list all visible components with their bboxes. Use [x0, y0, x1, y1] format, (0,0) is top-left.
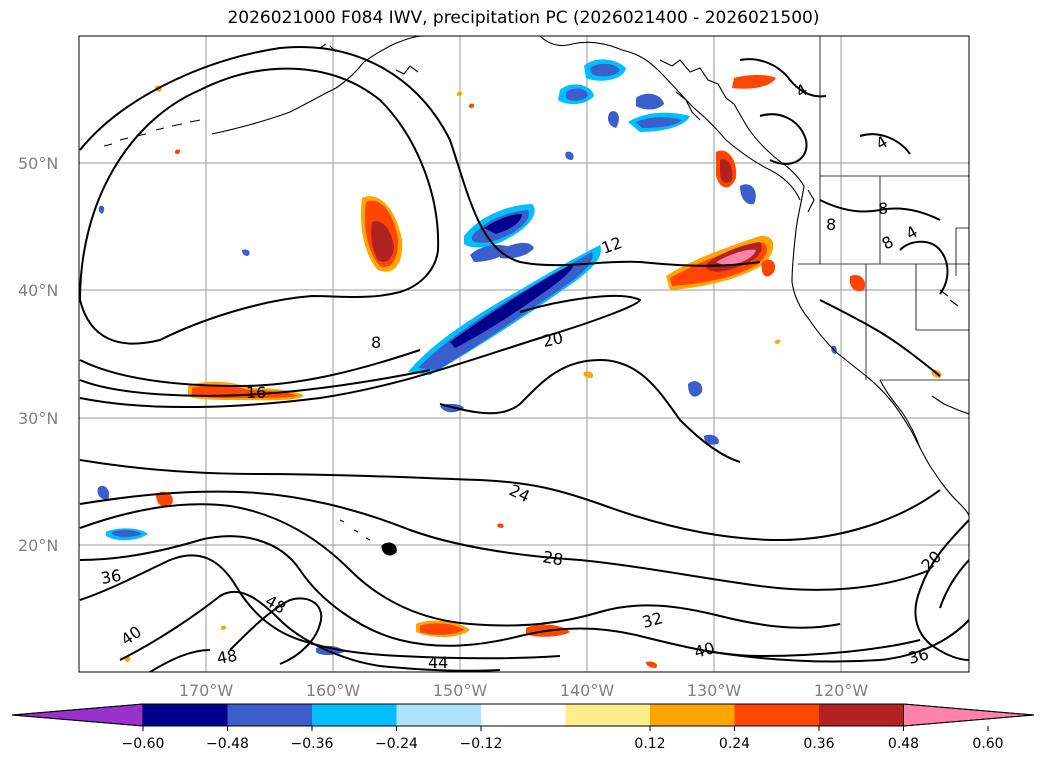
lon-label-120w: 120°W	[814, 681, 869, 700]
contour-label-36-east: 36	[906, 644, 931, 668]
positive-blob-4	[732, 75, 776, 89]
contour-label-44: 44	[428, 653, 448, 672]
contour-label-12: 12	[599, 233, 625, 258]
colorbar-tick-label: 0.24	[719, 736, 750, 752]
contour-labels: 8 12 16 20 24 28 32 36 40 44 48 48 40 36…	[99, 80, 945, 672]
contour-label-48-a: 48	[262, 591, 289, 618]
colorbar-tick-label: 0.60	[972, 736, 1003, 752]
borders	[798, 36, 969, 381]
lat-label-20n: 20°N	[18, 536, 58, 555]
positive-blob-18	[497, 523, 504, 528]
colorbar-segment	[565, 704, 651, 726]
negative-blob-7	[608, 111, 619, 128]
positive-blob-1-core	[371, 221, 394, 262]
colorbar-tick-label: 0.48	[888, 736, 919, 752]
positive-blob-15	[456, 91, 463, 96]
colorbar-extend-low	[11, 703, 144, 727]
negative-blob-13	[97, 485, 110, 500]
colorbar-segment	[650, 704, 735, 726]
negative-blob-3	[500, 242, 534, 259]
positive-blob-10	[849, 274, 866, 292]
contour-label-4-a: 4	[873, 132, 891, 154]
negative-blob-16	[242, 249, 250, 256]
positive-blob-12	[583, 371, 594, 378]
lat-label-30n: 30°N	[18, 409, 58, 428]
latitude-labels: 50°N 40°N 30°N 20°N	[18, 154, 58, 555]
colorbar-tick-label: −0.12	[460, 736, 503, 752]
colorbar-tick-label: −0.48	[206, 736, 249, 752]
lon-label-140w: 140°W	[560, 681, 615, 700]
negative-blob-14-core	[112, 529, 142, 537]
colorbar-segment	[312, 704, 397, 726]
negative-blob-5-core	[566, 88, 588, 101]
longitude-labels: 170°W 160°W 150°W 140°W 130°W 120°W	[179, 681, 869, 700]
contour-label-8: 8	[371, 333, 381, 352]
negative-blob-4-core	[590, 63, 620, 77]
contour-label-4-b: 4	[793, 80, 811, 102]
precipitation-shading	[97, 59, 942, 668]
contour-label-16: 16	[246, 383, 266, 402]
contour-label-8-ne-a: 8	[878, 199, 888, 218]
negative-blob-11	[704, 434, 719, 445]
positive-blob-16	[468, 103, 475, 108]
positive-blob-19	[774, 339, 781, 344]
colorbar-tick-label: −0.36	[291, 736, 334, 752]
plot-frame	[78, 35, 970, 673]
colorbar-extend-high	[903, 703, 1035, 727]
contour-label-8-ne-b: 8	[826, 215, 836, 234]
negative-blob-17	[98, 205, 105, 214]
negative-blob-2	[470, 244, 512, 262]
graticule	[79, 36, 969, 672]
colorbar-segment	[143, 704, 228, 726]
colorbar-tick-label: −0.24	[375, 736, 418, 752]
colorbar-segment	[396, 704, 482, 726]
contour-label-36-west: 36	[99, 566, 122, 588]
lat-label-40n: 40°N	[18, 281, 58, 300]
positive-blob-3-core	[720, 159, 733, 183]
contour-label-28: 28	[541, 547, 564, 569]
colorbar-tick-label: 0.36	[803, 736, 834, 752]
lon-label-150w: 150°W	[433, 681, 488, 700]
positive-blob-17	[174, 149, 181, 154]
contour-label-40-east: 40	[692, 638, 717, 662]
iwv-contours	[79, 46, 969, 672]
colorbar: −0.60 −0.48 −0.36 −0.24 −0.12 0.12 0.24 0.36 0.4…	[11, 703, 1035, 752]
negative-blob-6	[636, 93, 664, 110]
negative-blob-18	[565, 151, 574, 160]
contour-label-8-ne-c: 8	[879, 232, 897, 254]
colorbar-segment	[734, 704, 820, 726]
contour-label-4-c: 4	[903, 222, 921, 244]
positive-blob-8-core	[420, 623, 464, 635]
contour-label-48-b: 48	[215, 646, 238, 668]
colorbar-segment	[819, 704, 904, 726]
negative-blob-9	[740, 184, 756, 205]
colorbar-tick-label: 0.12	[634, 736, 665, 752]
positive-blob-5	[761, 259, 776, 277]
map-plot-area: 8 12 16 20 24 28 32 36 40 44 48 48 40 36…	[79, 36, 969, 672]
lon-label-160w: 160°W	[306, 681, 361, 700]
colorbar-segment	[481, 704, 566, 726]
positive-blob-13	[646, 661, 658, 668]
positive-blob-21	[220, 625, 227, 630]
contour-label-40-west: 40	[117, 622, 145, 649]
positive-blob-2-peak	[716, 249, 756, 266]
lat-label-50n: 50°N	[18, 154, 58, 173]
negative-blob-1-core	[484, 214, 522, 234]
map-title: 2026021000 F084 IWV, precipitation PC (2…	[227, 8, 820, 28]
positive-blob-7	[156, 491, 173, 507]
negative-blob-8-core	[636, 117, 682, 128]
lon-label-130w: 130°W	[687, 681, 742, 700]
contour-label-20: 20	[541, 328, 565, 351]
colorbar-tick-label: −0.60	[122, 736, 165, 752]
contour-label-32: 32	[640, 608, 665, 632]
lon-label-170w: 170°W	[179, 681, 234, 700]
negative-band-core	[450, 264, 574, 348]
colorbar-segment	[227, 704, 313, 726]
negative-blob-10	[688, 381, 703, 397]
